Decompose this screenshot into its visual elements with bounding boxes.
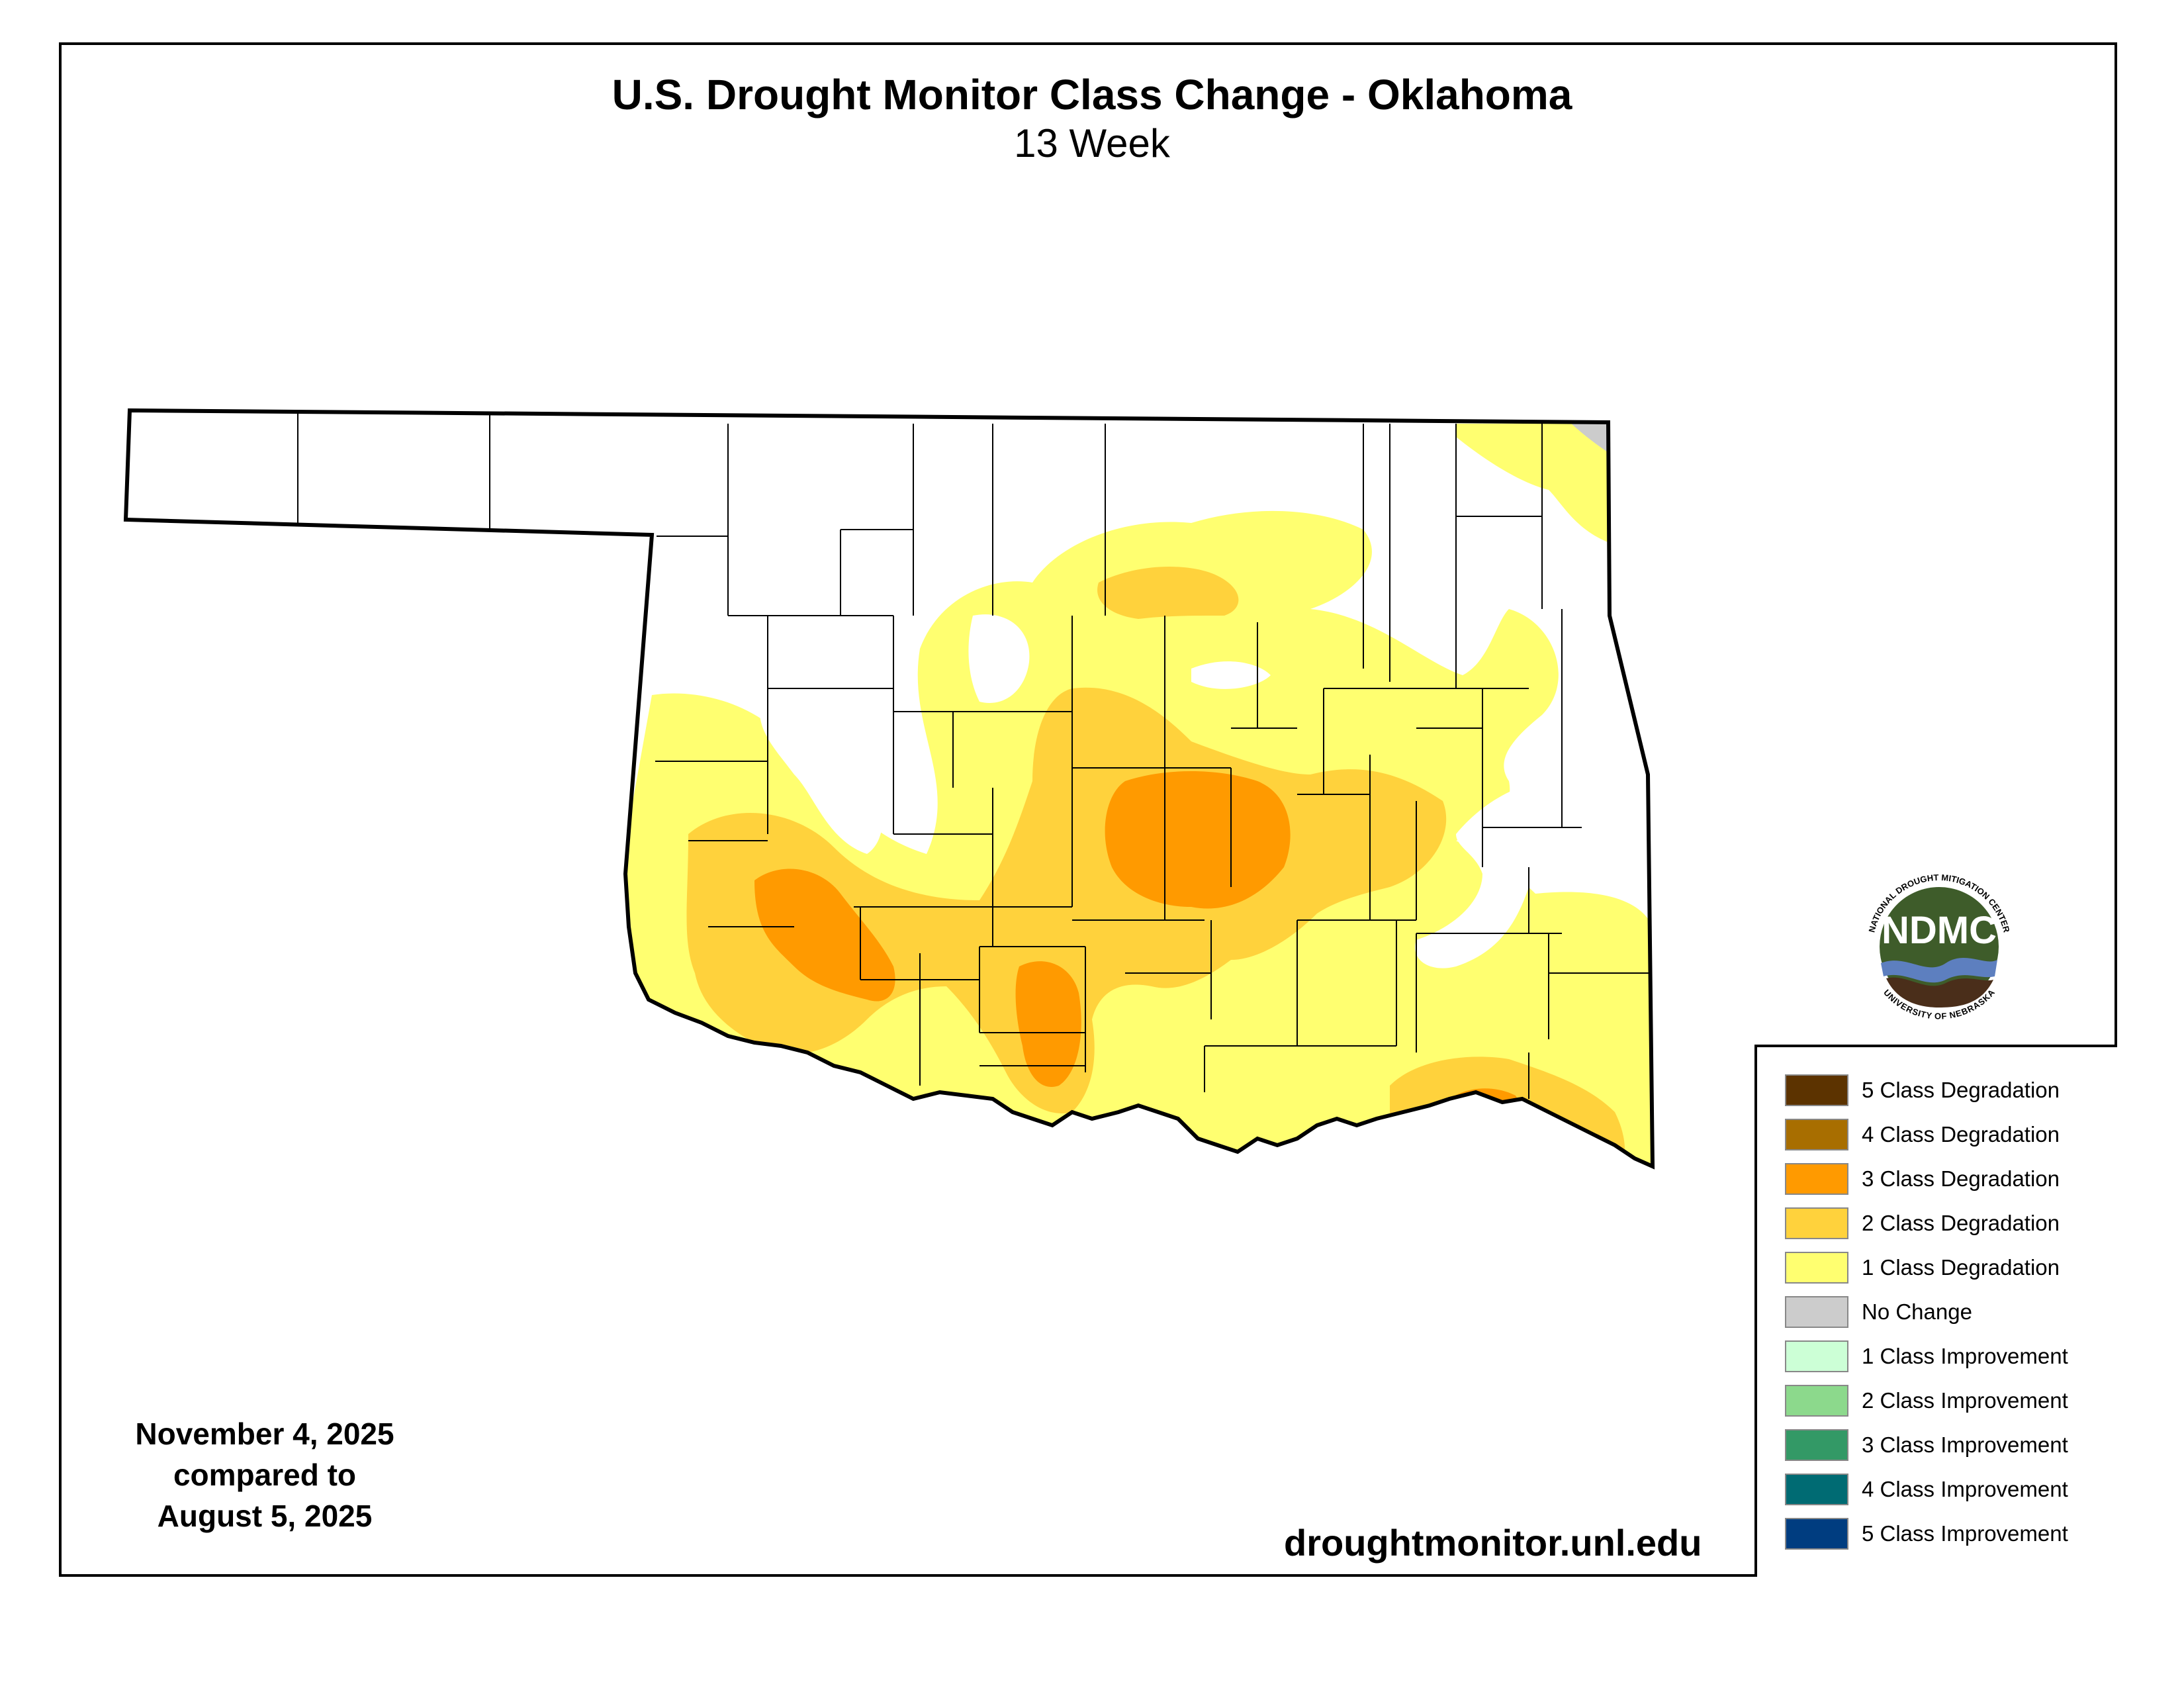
legend-swatch	[1785, 1119, 1848, 1150]
legend-label: 5 Class Improvement	[1862, 1521, 2068, 1546]
legend-item: 5 Class Degradation	[1785, 1074, 2060, 1107]
legend-label: No Change	[1862, 1299, 1972, 1324]
no-drought-central-pocket	[760, 700, 883, 854]
current-date: November 4, 2025	[135, 1417, 394, 1451]
previous-date: August 5, 2025	[157, 1499, 373, 1533]
legend-item: 4 Class Degradation	[1785, 1118, 2060, 1151]
legend-swatch	[1785, 1474, 1848, 1505]
map-title: U.S. Drought Monitor Class Change - Okla…	[612, 71, 1572, 118]
legend-item: No Change	[1785, 1295, 1972, 1329]
area-1-class-northeast	[1456, 424, 1610, 543]
legend-label: 3 Class Improvement	[1862, 1432, 2068, 1457]
no-drought-north-pocket	[968, 614, 1030, 703]
legend-item: 1 Class Improvement	[1785, 1340, 2068, 1373]
legend-swatch	[1785, 1252, 1848, 1284]
map-subtitle: 13 Week	[1014, 121, 1170, 165]
area-no-change	[1569, 421, 1610, 453]
source-url: droughtmonitor.unl.edu	[1284, 1522, 1702, 1564]
ndmc-logo: NDMC NATIONAL DROUGHT MITIGATION CENTER …	[1866, 872, 2011, 1021]
legend-item: 3 Class Degradation	[1785, 1162, 2060, 1196]
legend-label: 5 Class Degradation	[1862, 1078, 2060, 1102]
legend-label: 1 Class Improvement	[1862, 1344, 2068, 1368]
legend: 5 Class Degradation 4 Class Degradation 3 …	[1754, 1045, 2117, 1577]
legend-swatch	[1785, 1385, 1848, 1417]
legend-swatch	[1785, 1163, 1848, 1195]
legend-item: 2 Class Improvement	[1785, 1384, 2068, 1417]
legend-label: 3 Class Degradation	[1862, 1166, 2060, 1191]
legend-swatch	[1785, 1074, 1848, 1106]
compared-to-label: compared to	[173, 1458, 357, 1492]
legend-swatch	[1785, 1340, 1848, 1372]
logo-text: NDMC	[1882, 909, 1997, 952]
area-3-class-south	[1015, 961, 1081, 1087]
legend-label: 4 Class Degradation	[1862, 1122, 2060, 1147]
date-comparison: November 4, 2025 compared to August 5, 2…	[99, 1413, 430, 1536]
legend-label: 4 Class Improvement	[1862, 1477, 2068, 1501]
legend-label: 1 Class Degradation	[1862, 1255, 2060, 1280]
legend-swatch	[1785, 1207, 1848, 1239]
legend-item: 4 Class Improvement	[1785, 1473, 2068, 1506]
legend-item: 2 Class Degradation	[1785, 1207, 2060, 1240]
county-lines	[297, 414, 1653, 1099]
logo-water	[1881, 957, 1997, 983]
no-drought-east-pocket	[1415, 780, 1653, 968]
area-2-class-north	[1097, 567, 1239, 619]
legend-swatch	[1785, 1296, 1848, 1328]
legend-item: 1 Class Degradation	[1785, 1251, 2060, 1284]
no-drought-center-north-pocket	[1191, 661, 1271, 689]
legend-label: 2 Class Improvement	[1862, 1388, 2068, 1413]
legend-swatch	[1785, 1518, 1848, 1550]
area-3-class-central	[1105, 771, 1291, 909]
legend-item: 3 Class Improvement	[1785, 1429, 2068, 1462]
legend-item: 5 Class Improvement	[1785, 1517, 2068, 1550]
legend-label: 2 Class Degradation	[1862, 1211, 2060, 1235]
logo-earth	[1886, 977, 1993, 1008]
legend-swatch	[1785, 1429, 1848, 1461]
